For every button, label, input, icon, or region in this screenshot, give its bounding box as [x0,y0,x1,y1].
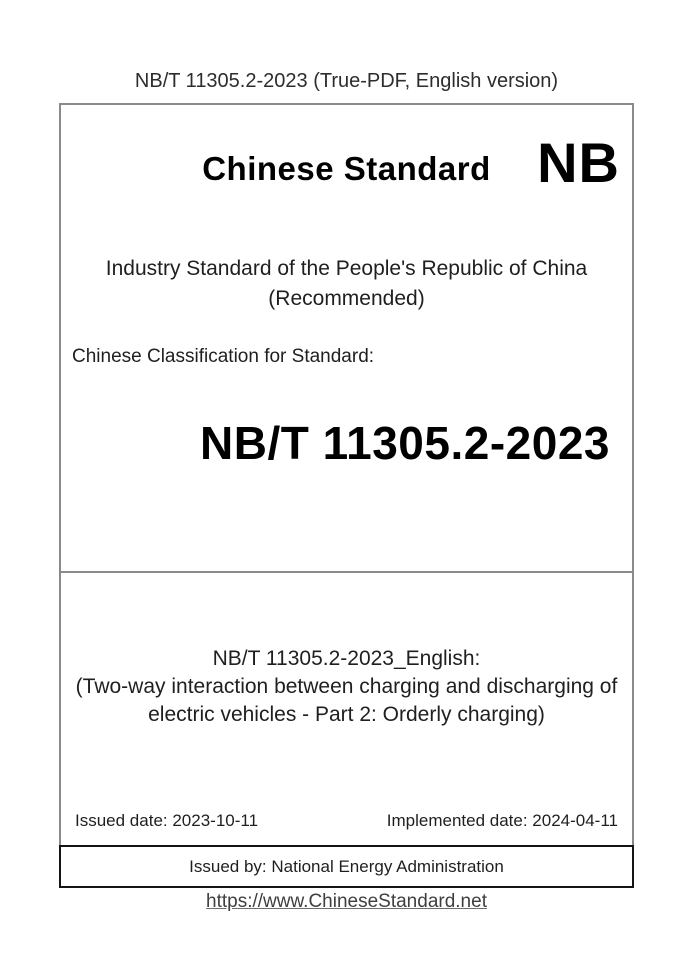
issued-date-label: Issued date: 2023-10-11 [75,811,259,830]
english-title-line-3: electric vehicles - Part 2: Orderly char… [148,703,545,726]
document-header-line: NB/T 11305.2-2023 (True-PDF, English ver… [134,70,559,92]
brand-logo-text: NB [537,131,620,194]
subtitle-line-2: (Recommended) [268,287,425,310]
brand-title: Chinese Standard [202,150,491,187]
issuer-box: Issued by: National Energy Administratio… [59,845,634,888]
english-title-block: NB/T 11305.2-2023_English: (Two-way inte… [61,645,632,729]
details-box: NB/T 11305.2-2023_English: (Two-way inte… [59,571,634,847]
subtitle-line-1: Industry Standard of the People's Republ… [105,257,588,280]
cover-subtitle: Industry Standard of the People's Republ… [61,254,632,314]
footer: https://www.ChineseStandard.net [0,891,693,913]
cover-box: Chinese Standard NB Industry Standard of… [59,103,634,573]
dates-row: Issued date: 2023-10-11 Implemented date… [61,810,632,831]
classification-label: Chinese Classification for Standard: [72,346,375,367]
issuer-label: Issued by: National Energy Administratio… [189,856,504,876]
implemented-date-label: Implemented date: 2024-04-11 [386,811,618,830]
website-link[interactable]: https://www.ChineseStandard.net [206,891,487,912]
english-title-line-1: NB/T 11305.2-2023_English: [212,647,481,670]
standard-number: NB/T 11305.2-2023 [200,417,610,469]
english-title-line-2: (Two-way interaction between charging an… [75,675,618,698]
